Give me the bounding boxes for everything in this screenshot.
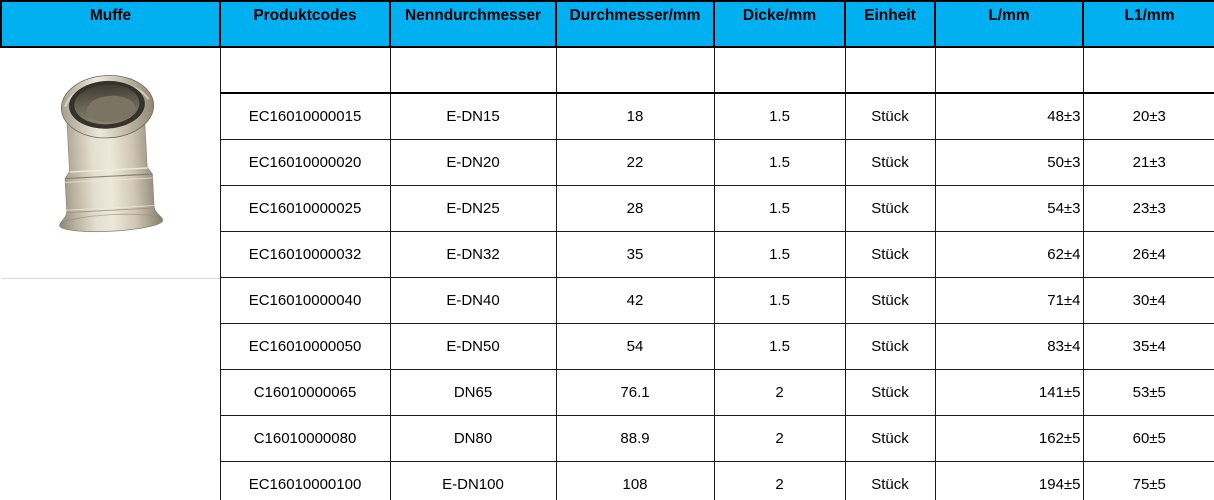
cell-nenndurchmesser: E-DN20 [389, 138, 557, 186]
empty-row [1, 46, 1214, 500]
table-row: EC16010000015 E-DN15 18 1.5 Stück 48±3 20±3 [1, 92, 1214, 140]
cell-einheit: Stück [844, 322, 936, 370]
table-row: EC16010000100 E-DN100 108 2 Stück 194±5 75±5 [1, 460, 1214, 500]
column-header-produktcodes: Produktcodes [219, 0, 391, 48]
stainless-press-coupling-photo-icon [59, 75, 164, 233]
cell-durchmesser: 22 [555, 138, 715, 186]
table-row: EC16010000032 E-DN32 35 1.5 Stück 62±4 26±4 [1, 230, 1214, 278]
empty-cell [713, 46, 846, 94]
column-header-l: L/mm [934, 0, 1084, 48]
cell-dicke: 1.5 [713, 230, 846, 278]
cell-l1: 75±5 [1082, 460, 1214, 500]
cell-durchmesser: 42 [555, 276, 715, 324]
empty-cell [219, 46, 391, 94]
cell-produktcode: EC16010000050 [219, 322, 391, 370]
cell-produktcode: EC16010000100 [219, 460, 391, 500]
cell-l1: 60±5 [1082, 414, 1214, 462]
cell-l1: 23±3 [1082, 184, 1214, 232]
empty-cell [844, 46, 936, 94]
table-row: EC16010000040 E-DN40 42 1.5 Stück 71±4 30±4 [1, 276, 1214, 324]
cell-durchmesser: 35 [555, 230, 715, 278]
cell-dicke: 1.5 [713, 276, 846, 324]
cell-einheit: Stück [844, 368, 936, 416]
cell-l1: 30±4 [1082, 276, 1214, 324]
cell-dicke: 2 [713, 460, 846, 500]
cell-nenndurchmesser: E-DN100 [389, 460, 557, 500]
empty-cell [1082, 46, 1214, 94]
table-row: EC16010000025 E-DN25 28 1.5 Stück 54±3 23±3 [1, 184, 1214, 232]
cell-produktcode: C16010000080 [219, 414, 391, 462]
cell-dicke: 1.5 [713, 322, 846, 370]
cell-dicke: 2 [713, 414, 846, 462]
cell-produktcode: EC16010000020 [219, 138, 391, 186]
cell-nenndurchmesser: E-DN25 [389, 184, 557, 232]
empty-cell [934, 46, 1084, 94]
cell-einheit: Stück [844, 276, 936, 324]
cell-dicke: 1.5 [713, 138, 846, 186]
cell-einheit: Stück [844, 230, 936, 278]
cell-nenndurchmesser: E-DN32 [389, 230, 557, 278]
cell-durchmesser: 28 [555, 184, 715, 232]
cell-einheit: Stück [844, 460, 936, 500]
cell-durchmesser: 76.1 [555, 368, 715, 416]
cell-durchmesser: 54 [555, 322, 715, 370]
cell-produktcode: EC16010000025 [219, 184, 391, 232]
cell-nenndurchmesser: E-DN15 [389, 92, 557, 140]
cell-l: 71±4 [934, 276, 1084, 324]
cell-produktcode: EC16010000032 [219, 230, 391, 278]
header-row: Muffe Produktcodes Nenndurchmesser Durch… [0, 0, 1214, 48]
cell-produktcode: C16010000065 [219, 368, 391, 416]
cell-l: 162±5 [934, 414, 1084, 462]
cell-dicke: 1.5 [713, 92, 846, 140]
cell-l: 194±5 [934, 460, 1084, 500]
cell-l1: 35±4 [1082, 322, 1214, 370]
cell-nenndurchmesser: DN65 [389, 368, 557, 416]
cell-durchmesser: 18 [555, 92, 715, 140]
cell-einheit: Stück [844, 92, 936, 140]
cell-l: 50±3 [934, 138, 1084, 186]
cell-produktcode: EC16010000015 [219, 92, 391, 140]
cell-l: 48±3 [934, 92, 1084, 140]
empty-cell [389, 46, 557, 94]
cell-nenndurchmesser: E-DN40 [389, 276, 557, 324]
cell-l1: 20±3 [1082, 92, 1214, 140]
cell-einheit: Stück [844, 138, 936, 186]
cell-l1: 53±5 [1082, 368, 1214, 416]
cell-produktcode: EC16010000040 [219, 276, 391, 324]
cell-einheit: Stück [844, 184, 936, 232]
cell-l1: 26±4 [1082, 230, 1214, 278]
cell-nenndurchmesser: E-DN50 [389, 322, 557, 370]
table-row: C16010000065 DN65 76.1 2 Stück 141±5 53±5 [1, 368, 1214, 416]
cell-l1: 21±3 [1082, 138, 1214, 186]
column-header-muffe: Muffe [0, 0, 221, 48]
divider-line [1, 278, 220, 279]
cell-l: 54±3 [934, 184, 1084, 232]
table-row: EC16010000050 E-DN50 54 1.5 Stück 83±4 35±4 [1, 322, 1214, 370]
product-image-cell [1, 47, 221, 500]
column-header-dicke: Dicke/mm [713, 0, 846, 48]
column-header-nenndurchmesser: Nenndurchmesser [389, 0, 557, 48]
cell-dicke: 2 [713, 368, 846, 416]
cell-durchmesser: 88.9 [555, 414, 715, 462]
table-row: C16010000080 DN80 88.9 2 Stück 162±5 60±5 [1, 414, 1214, 462]
cell-l: 62±4 [934, 230, 1084, 278]
column-header-l1: L1/mm [1082, 0, 1214, 48]
cell-durchmesser: 108 [555, 460, 715, 500]
column-header-einheit: Einheit [844, 0, 936, 48]
cell-nenndurchmesser: DN80 [389, 414, 557, 462]
table-row: EC16010000020 E-DN20 22 1.5 Stück 50±3 21±3 [1, 138, 1214, 186]
cell-l: 141±5 [934, 368, 1084, 416]
cell-l: 83±4 [934, 322, 1084, 370]
cell-dicke: 1.5 [713, 184, 846, 232]
table-body: EC16010000015 E-DN15 18 1.5 Stück 48±3 20±3 EC1… [1, 46, 1214, 500]
cell-einheit: Stück [844, 414, 936, 462]
column-header-durchmesser: Durchmesser/mm [555, 0, 715, 48]
empty-cell [555, 46, 715, 94]
